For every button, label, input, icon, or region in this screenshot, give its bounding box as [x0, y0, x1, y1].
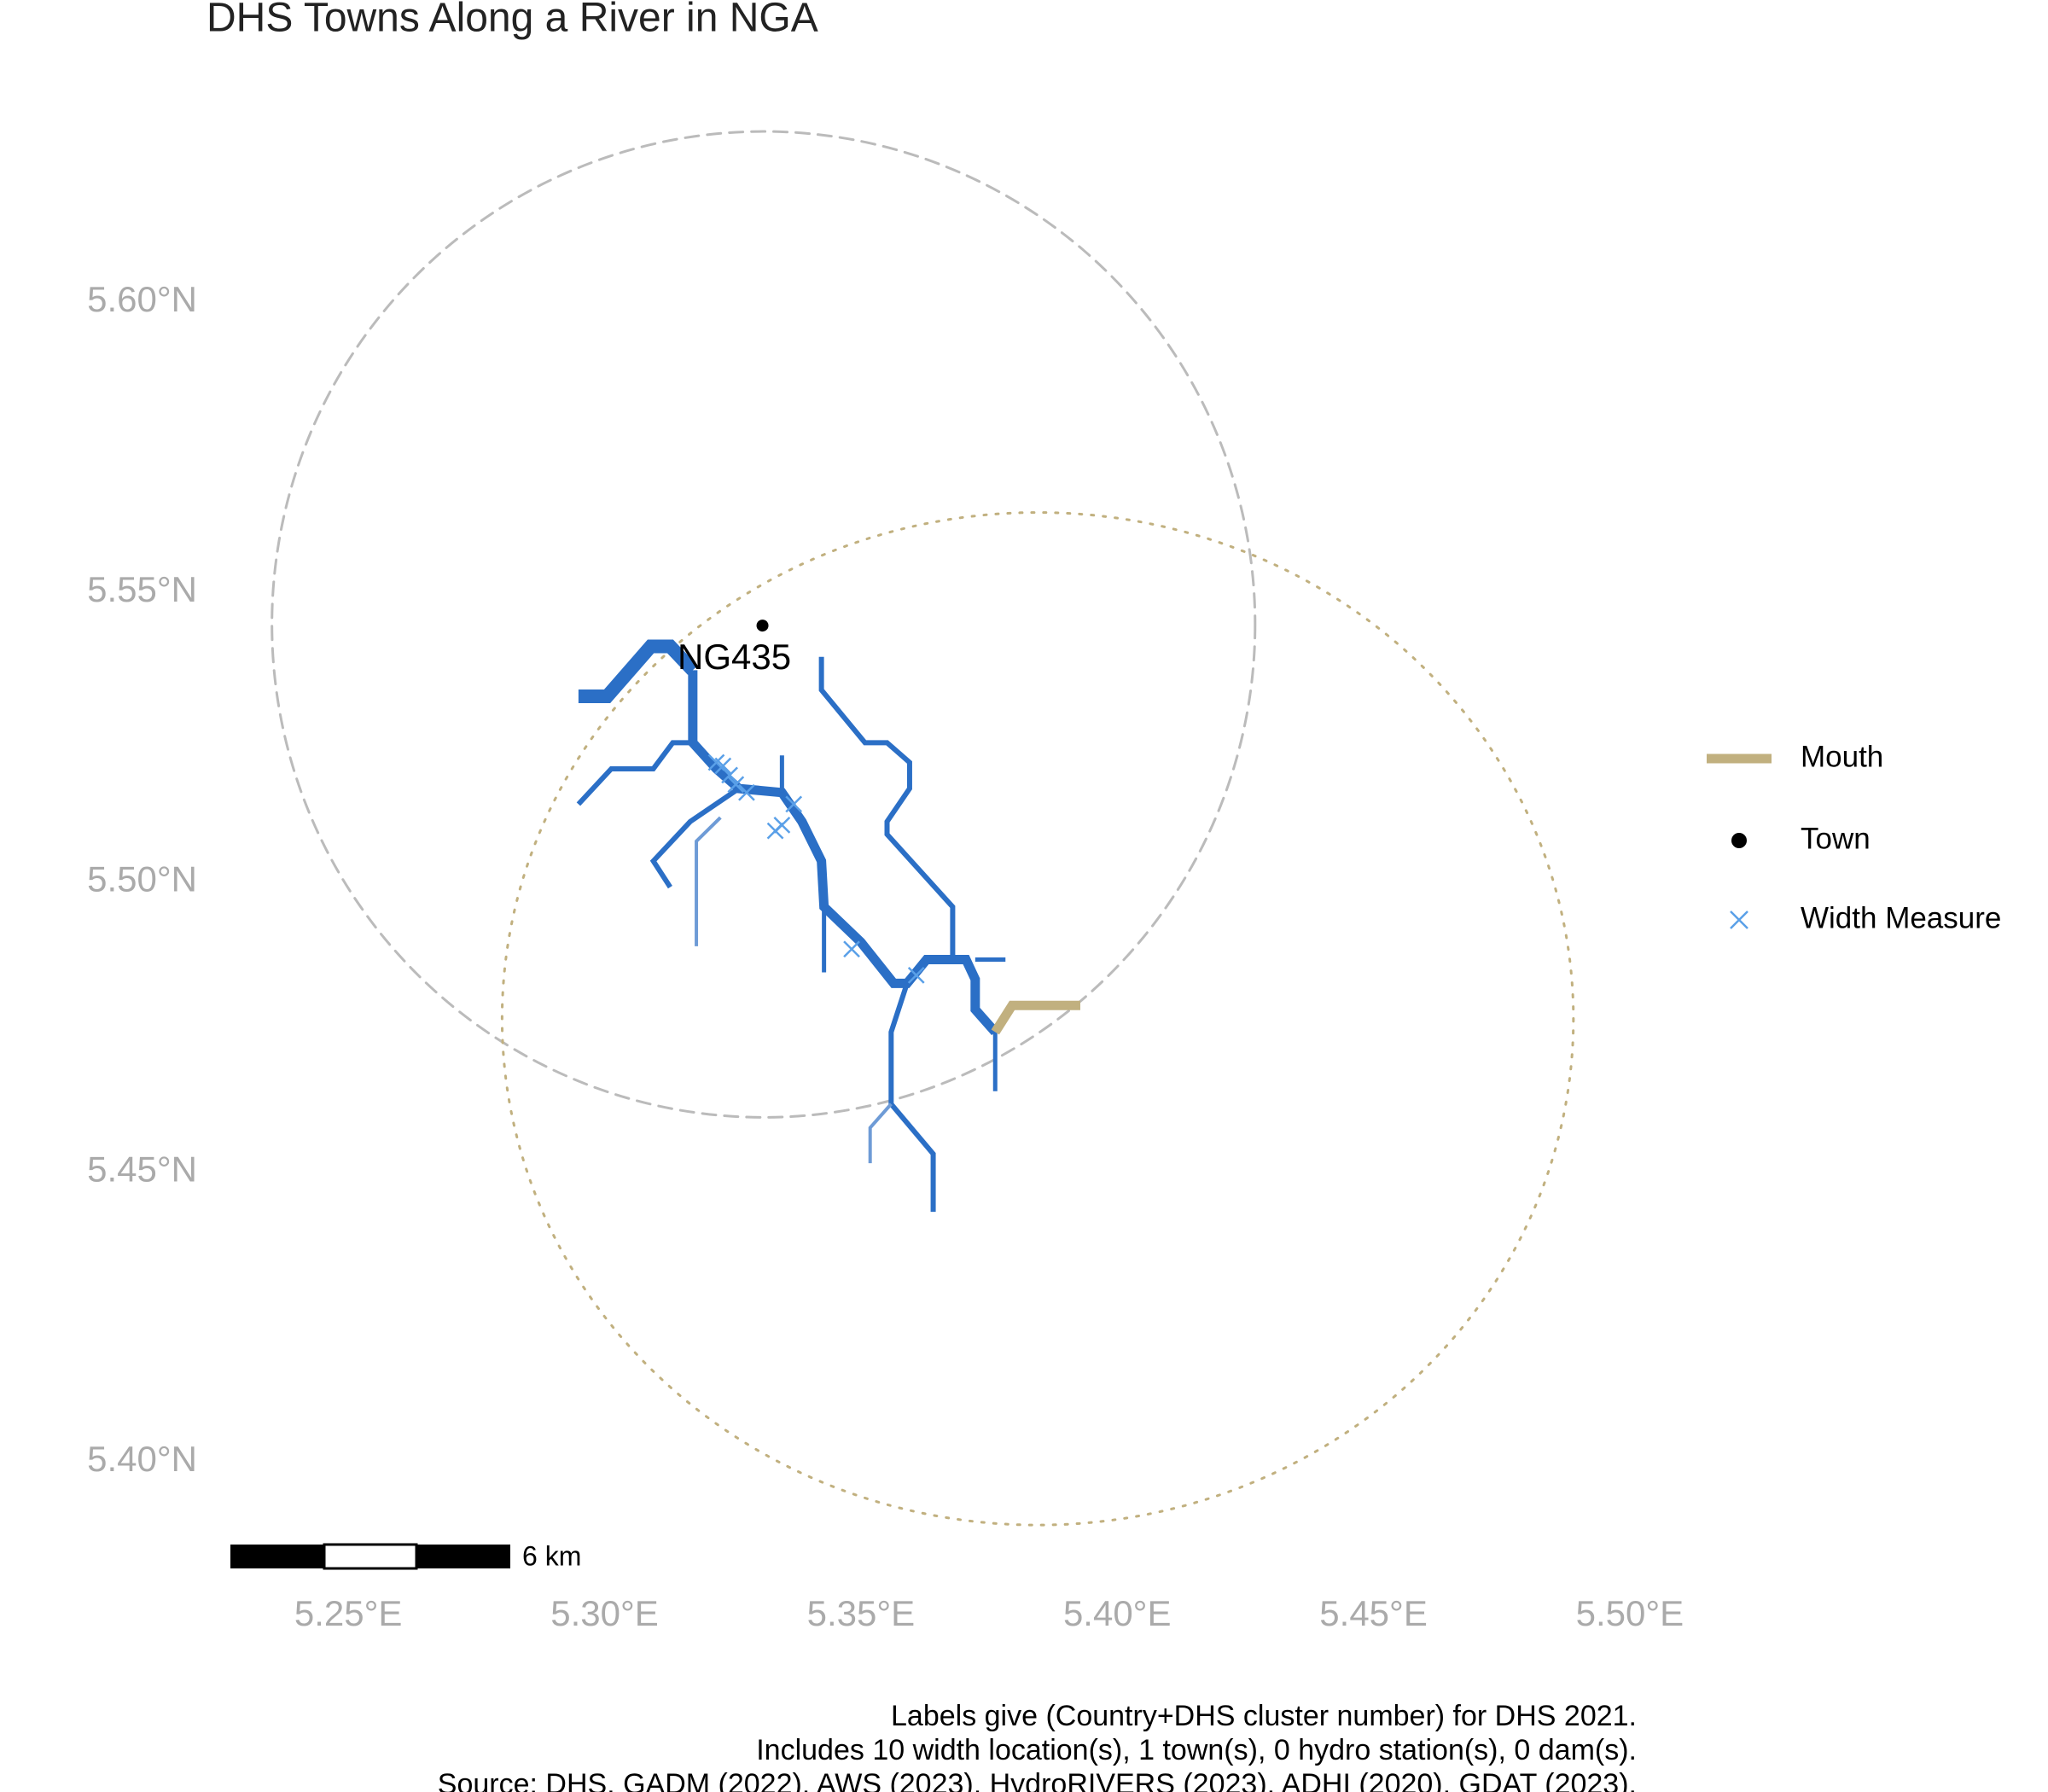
scale-label: 6 km: [522, 1540, 581, 1571]
width-measure: [738, 783, 755, 801]
river-segment: [695, 816, 722, 946]
river-segment: [649, 786, 741, 889]
x-tick-label: 5.45°E: [1319, 1593, 1428, 1633]
y-tick-label: 5.40°N: [87, 1439, 197, 1479]
river-segment: [818, 656, 956, 960]
width-measure: [721, 766, 738, 784]
legend-key: [1731, 833, 1747, 848]
scale-bar: 6 km: [230, 1540, 581, 1571]
x-tick-label: 5.25°E: [294, 1593, 403, 1633]
width-measure: [707, 753, 725, 771]
river-mouth: [991, 1000, 1080, 1035]
caption: Labels give (Country+DHS cluster number)…: [438, 1700, 1637, 1792]
town: [756, 620, 769, 632]
river-segment: [578, 639, 698, 703]
town-label: NG435: [678, 637, 791, 677]
x-tick-label: 5.50°E: [1576, 1593, 1684, 1633]
x-tick-label: 5.40°E: [1063, 1593, 1172, 1633]
scale-segment: [323, 1543, 418, 1570]
river-segment: [576, 740, 693, 806]
buffer-circle: [271, 130, 1257, 1119]
legend-key: [1730, 911, 1748, 929]
scale-segment: [416, 1545, 510, 1568]
scale-segment: [230, 1545, 324, 1568]
legend-label: Width Measure: [1801, 901, 2001, 934]
y-tick-label: 5.55°N: [87, 569, 197, 609]
x-tick-label: 5.30°E: [550, 1593, 659, 1633]
river-segment: [868, 1103, 893, 1164]
legend-label: Mouth: [1801, 740, 1883, 773]
caption-line: Labels give (Country+DHS cluster number)…: [891, 1700, 1637, 1732]
caption-line: Includes 10 width location(s), 1 town(s)…: [756, 1734, 1637, 1766]
caption-line: Source: DHS, GADM (2022), AWS (2023), Hy…: [438, 1768, 1637, 1792]
y-tick-label: 5.60°N: [87, 279, 197, 319]
width-measure: [785, 795, 803, 813]
width-measure: [843, 940, 860, 958]
x-tick-label: 5.35°E: [807, 1593, 916, 1633]
legend-label: Town: [1801, 822, 1871, 855]
y-tick-label: 5.50°N: [87, 859, 197, 899]
y-tick-label: 5.45°N: [87, 1149, 197, 1189]
width-measure: [773, 816, 791, 834]
width-measure: [727, 776, 745, 794]
buffer-circle: [500, 511, 1575, 1527]
width-measure: [907, 966, 925, 984]
chart-title: DHS Towns Along a River in NGA: [207, 0, 818, 41]
